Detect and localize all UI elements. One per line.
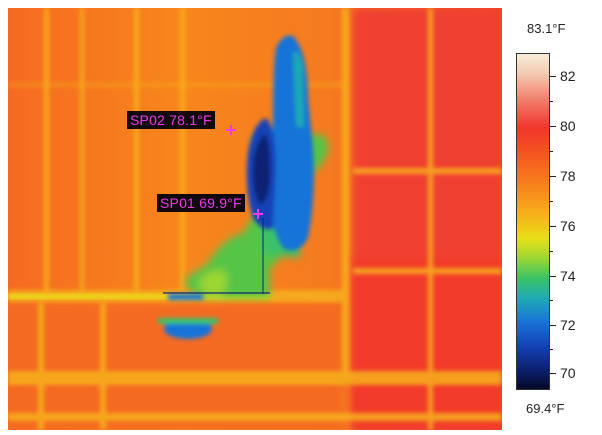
scale-tick — [550, 76, 556, 77]
moisture-blue-core — [246, 35, 314, 251]
scale-minor-tick — [550, 151, 553, 152]
scale-min-label: 69.4°F — [526, 401, 565, 416]
scale-tick — [550, 276, 556, 277]
scale-tick-label: 76 — [560, 218, 576, 234]
scale-tick — [550, 325, 556, 326]
scale-minor-tick — [550, 201, 553, 202]
scale-tick-label: 72 — [560, 317, 576, 333]
scale-tick — [550, 373, 556, 374]
scale-minor-tick — [550, 101, 553, 102]
scale-max-label: 83.1°F — [527, 21, 566, 36]
scale-tick-label: 70 — [560, 365, 576, 381]
spot-crosshair-sp01 — [253, 209, 263, 219]
moisture-drips — [158, 294, 218, 339]
spot-crosshair-sp02 — [226, 125, 236, 135]
temperature-colorbar — [516, 53, 550, 390]
scale-minor-tick — [550, 300, 553, 301]
scale-tick — [550, 226, 556, 227]
scale-minor-tick — [550, 251, 553, 252]
scale-tick-label: 78 — [560, 168, 576, 184]
scale-tick — [550, 126, 556, 127]
scale-tick-label: 82 — [560, 68, 576, 84]
scale-tick-label: 80 — [560, 118, 576, 134]
scale-minor-tick — [550, 349, 553, 350]
spot-label-sp02: SP02 78.1°F — [127, 111, 215, 129]
scale-tick — [550, 176, 556, 177]
spot-label-sp01: SP01 69.9°F — [157, 194, 245, 212]
thermal-image — [8, 8, 502, 430]
scale-tick-label: 74 — [560, 268, 576, 284]
